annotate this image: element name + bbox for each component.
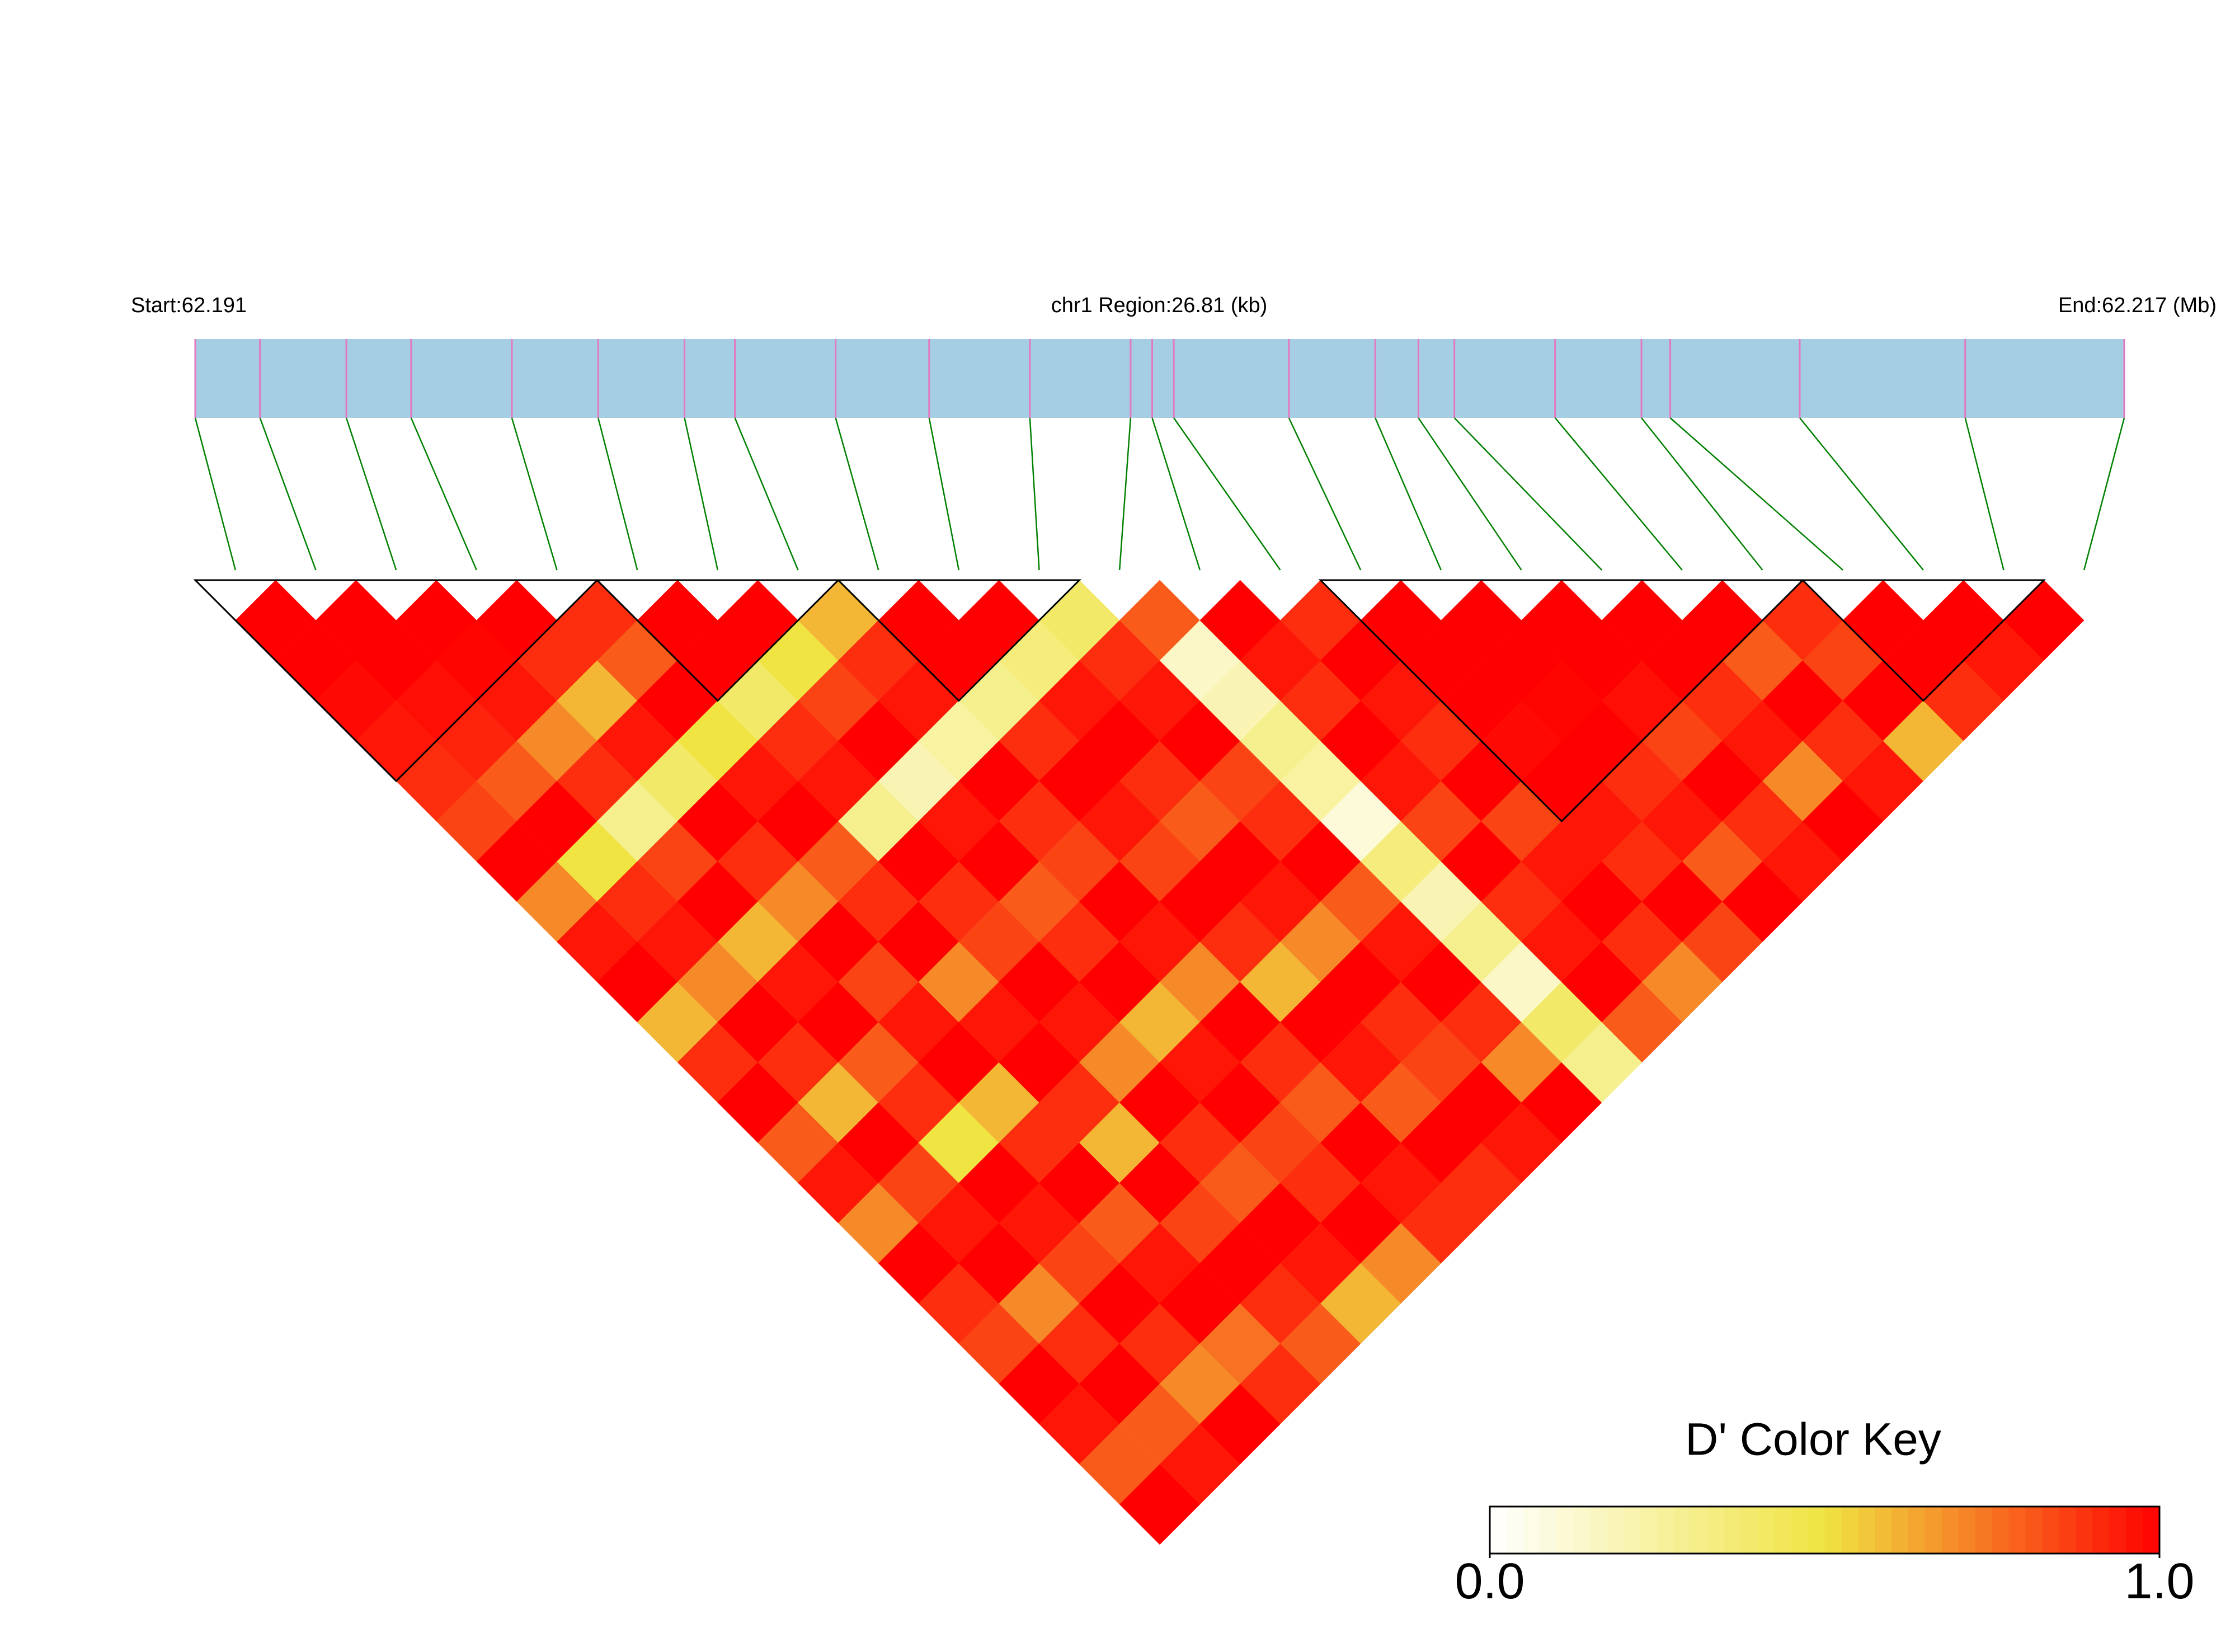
snp-link	[1669, 417, 1843, 571]
color-key-step	[1992, 1507, 2010, 1554]
color-key-step	[1740, 1507, 1758, 1554]
color-key-step	[1707, 1507, 1725, 1554]
color-key-step	[1858, 1507, 1875, 1554]
color-key-step	[1941, 1507, 1959, 1554]
snp-link	[1151, 417, 1201, 571]
color-key-step	[1774, 1507, 1792, 1554]
color-key-step	[1925, 1507, 1942, 1554]
color-key-step	[2109, 1507, 2126, 1554]
ld-block	[1800, 579, 2046, 702]
color-key-step	[2008, 1507, 2026, 1554]
color-key-step	[1490, 1507, 1507, 1554]
snp-link	[2083, 417, 2125, 571]
snp-link	[684, 417, 719, 571]
snp-link	[259, 417, 317, 571]
color-key-step	[1724, 1507, 1742, 1554]
snp-link	[928, 417, 960, 571]
color-key-step	[1607, 1507, 1624, 1554]
color-key-step	[1590, 1507, 1607, 1554]
snp-track	[195, 339, 2124, 418]
snp-link	[1799, 417, 1924, 571]
color-key-step	[2059, 1507, 2076, 1554]
color-key-step	[1691, 1507, 1708, 1554]
color-key-title: D' Color Key	[1685, 1414, 1941, 1465]
end-label: End:62.217 (Mb)	[2058, 294, 2217, 317]
snp-link	[345, 417, 397, 571]
color-key-step	[1908, 1507, 1926, 1554]
snp-link	[194, 417, 237, 571]
color-key-step	[1891, 1507, 1909, 1554]
ld-block	[1318, 579, 1805, 823]
color-key-step	[1523, 1507, 1541, 1554]
color-key-step	[1674, 1507, 1691, 1554]
ld-block	[193, 579, 599, 783]
color-key-step	[1640, 1507, 1658, 1554]
snp-link	[1029, 417, 1040, 571]
snp-link	[597, 417, 638, 571]
color-key-step	[1540, 1507, 1558, 1554]
region-label: chr1 Region:26.81 (kb)	[1051, 294, 1268, 317]
snp-link	[734, 417, 799, 571]
snp-link	[1118, 417, 1132, 571]
color-key-step	[1958, 1507, 1976, 1554]
color-key-step	[1624, 1507, 1641, 1554]
snp-link	[1554, 417, 1683, 571]
snp-link	[1375, 417, 1442, 571]
color-key-step	[1875, 1507, 1892, 1554]
color-key-step	[1757, 1507, 1775, 1554]
color-key-step	[1975, 1507, 1993, 1554]
color-key-step	[1824, 1507, 1842, 1554]
color-key-step	[2143, 1507, 2160, 1554]
snp-link	[1964, 417, 2005, 571]
snp-link	[1641, 417, 1763, 571]
color-key-step	[1506, 1507, 1524, 1554]
color-key-step	[2025, 1507, 2043, 1554]
color-key-step	[1657, 1507, 1674, 1554]
color-key-step	[1808, 1507, 1825, 1554]
color-key-step	[1791, 1507, 1809, 1554]
snp-link	[1418, 417, 1522, 571]
snp-link	[1173, 417, 1281, 571]
snp-link	[835, 417, 879, 571]
start-label: Start:62.191	[131, 294, 247, 317]
color-key-step	[1556, 1507, 1574, 1554]
color-key-step	[2076, 1507, 2093, 1554]
color-key-step	[2042, 1507, 2059, 1554]
color-key-frame	[1489, 1505, 2161, 1555]
snp-link	[511, 417, 558, 571]
snp-link	[410, 417, 477, 571]
color-key-tick-label: 1.0	[2124, 1554, 2194, 1609]
color-key-step	[2126, 1507, 2143, 1554]
snp-link	[1453, 417, 1603, 571]
color-key-step	[1841, 1507, 1858, 1554]
ld-block	[836, 579, 1081, 702]
color-key-step	[2092, 1507, 2110, 1554]
ld-block	[595, 579, 840, 702]
snp-link	[1288, 417, 1362, 571]
color-key-tick-label: 0.0	[1455, 1554, 1524, 1609]
color-key-step	[1573, 1507, 1591, 1554]
